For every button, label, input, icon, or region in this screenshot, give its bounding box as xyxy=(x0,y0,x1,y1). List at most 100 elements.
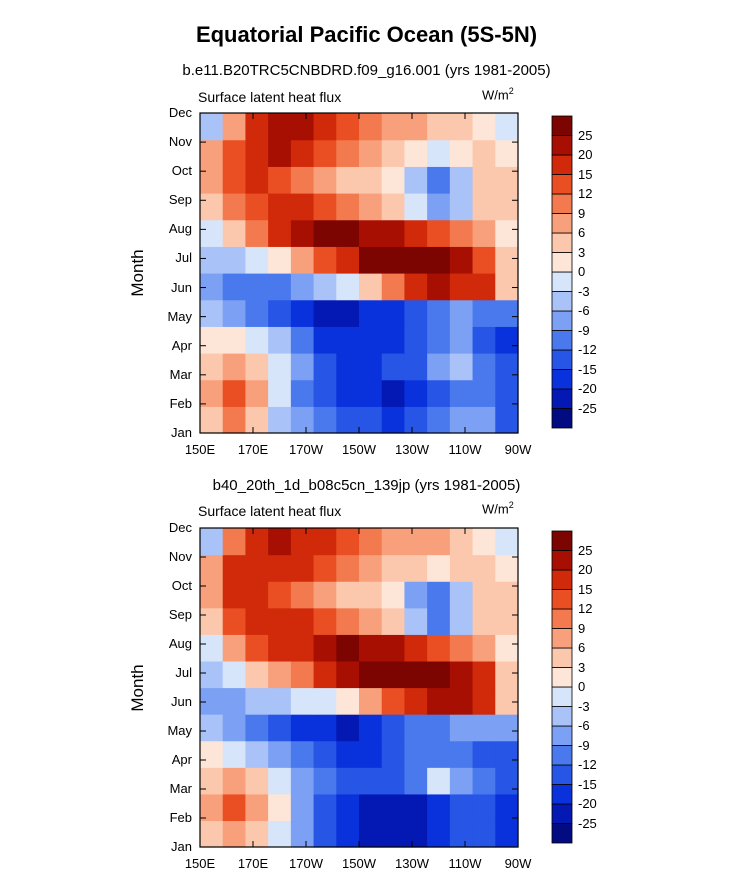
heatmap-cell xyxy=(245,193,269,221)
x-tick-label: 170W xyxy=(289,442,323,457)
heatmap-cell xyxy=(200,528,224,556)
heatmap-cell xyxy=(245,528,269,556)
heatmap-cell xyxy=(290,767,315,795)
colorbar xyxy=(551,530,573,844)
colorbar-swatch xyxy=(551,569,573,590)
x-tick-label: 150W xyxy=(342,856,376,871)
heatmap-cell xyxy=(472,607,496,635)
heatmap-cell xyxy=(290,246,315,274)
heatmap-cell xyxy=(495,767,519,795)
heatmap-cell xyxy=(313,767,337,795)
heatmap-cell xyxy=(404,139,428,167)
y-tick-label: Mar xyxy=(169,366,192,382)
heatmap-cell xyxy=(336,793,360,822)
colorbar-label: 15 xyxy=(578,581,593,597)
heatmap-cell xyxy=(404,660,428,689)
heatmap-cell xyxy=(290,406,315,434)
heatmap-cell xyxy=(200,139,224,167)
heatmap-cell xyxy=(495,406,519,434)
heatmap-cell xyxy=(359,820,383,848)
heatmap-cell xyxy=(313,353,337,381)
colorbar-label: 3 xyxy=(578,659,586,675)
heatmap-cell xyxy=(268,528,292,556)
heatmap-cell xyxy=(404,687,428,715)
chart-title: b40_20th_1d_b08c5cn_139jp (yrs 1981-2005… xyxy=(212,477,521,494)
x-tick-label: 170E xyxy=(237,856,269,871)
heatmap-cell xyxy=(359,273,383,301)
heatmap-cell xyxy=(404,607,428,635)
colorbar-swatch xyxy=(551,745,573,766)
heatmap-cell xyxy=(449,714,474,742)
y-tick-label: Jul xyxy=(175,250,192,266)
heatmap-cell xyxy=(381,554,406,582)
heatmap-cell xyxy=(449,166,474,194)
heatmap-cell xyxy=(472,246,496,274)
colorbar-swatch xyxy=(551,310,573,331)
colorbar-label: -6 xyxy=(578,718,590,733)
colorbar-swatch xyxy=(551,213,573,234)
heatmap-cell xyxy=(449,607,474,635)
heatmap-cell xyxy=(495,660,519,689)
heatmap-cell xyxy=(268,767,292,795)
heatmap-cell xyxy=(472,219,496,247)
heatmap-cell xyxy=(404,273,428,301)
heatmap-cell xyxy=(268,714,292,742)
y-tick-label: May xyxy=(167,723,192,738)
heatmap-cell xyxy=(495,687,519,715)
colorbar-swatch xyxy=(551,784,573,805)
heatmap-cell xyxy=(427,166,451,194)
y-tick-label: Feb xyxy=(169,395,192,411)
heatmap-cell xyxy=(449,113,474,141)
y-tick-label: Aug xyxy=(168,636,192,651)
y-tick-label: Jun xyxy=(171,279,192,295)
x-tick-label: 150E xyxy=(184,856,216,871)
heatmap-cell xyxy=(200,246,224,274)
colorbar-swatch xyxy=(551,628,573,649)
heatmap-cell xyxy=(359,113,383,141)
colorbar-label: -25 xyxy=(578,400,597,416)
heatmap-cell xyxy=(245,554,269,582)
heatmap-cell xyxy=(495,607,519,635)
heatmap-cell xyxy=(313,139,337,167)
heatmap-cell xyxy=(290,219,315,247)
heatmap-cell xyxy=(359,139,383,167)
heatmap-cell xyxy=(222,687,247,715)
main-title: Equatorial Pacific Ocean (5S-5N) xyxy=(195,22,538,47)
heatmap-cell xyxy=(359,326,383,354)
heatmap-cell xyxy=(472,714,496,742)
colorbar-label: -15 xyxy=(578,361,597,377)
heatmap-cell xyxy=(427,714,451,742)
heatmap-cell xyxy=(245,820,269,848)
heatmap-cell xyxy=(313,166,337,194)
heatmap-cell xyxy=(313,660,337,689)
heatmap-cell xyxy=(495,820,519,848)
y-tick-label: Jul xyxy=(175,665,192,680)
y-tick-label: May xyxy=(167,308,192,324)
variable-label: Surface latent heat flux xyxy=(198,89,342,105)
heatmap-cell xyxy=(472,379,496,407)
heatmap-cell xyxy=(222,273,247,301)
heatmap-cell xyxy=(200,714,224,742)
heatmap-cell xyxy=(290,326,315,354)
heatmap-cell xyxy=(427,740,451,768)
heatmap-cell xyxy=(427,353,451,381)
y-tick-label: Feb xyxy=(169,810,192,825)
heatmap-cell xyxy=(222,581,247,609)
heatmap-cell xyxy=(336,820,360,848)
heatmap-cell xyxy=(359,607,383,635)
heatmap-cell xyxy=(381,687,406,715)
colorbar-label: 12 xyxy=(578,186,593,201)
colorbar-swatch xyxy=(551,706,573,727)
y-tick-label: Apr xyxy=(171,752,192,767)
heatmap-cell xyxy=(336,607,360,635)
heatmap-cell xyxy=(336,166,360,194)
heatmap-cell xyxy=(336,113,360,141)
heatmap-cell xyxy=(449,193,474,221)
colorbar-swatch xyxy=(551,764,573,785)
heatmap-cell xyxy=(336,139,360,167)
heatmap-cell xyxy=(404,581,428,609)
heatmap-cell xyxy=(290,714,315,742)
heatmap-cell xyxy=(222,113,247,141)
heatmap-cell xyxy=(290,273,315,301)
heatmap-cell xyxy=(427,660,451,689)
